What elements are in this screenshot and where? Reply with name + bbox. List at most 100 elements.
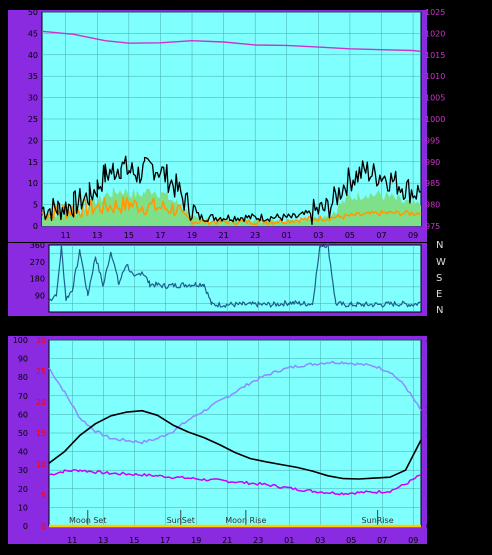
wind-average-fill xyxy=(42,186,421,226)
barometer-axis-title: Barometer (hpa) xyxy=(371,0,454,11)
humidity-tick-label: 30 xyxy=(18,466,28,475)
wind-time-tick-label: 03 xyxy=(313,231,323,240)
temp-dewpoint-axis-title: Temperature (°C) Dew Point (°C) xyxy=(312,321,475,332)
temperature-time-tick-label: 19 xyxy=(191,536,201,545)
windspeed-tick-label: 5 xyxy=(33,201,38,210)
compass-label-w: W xyxy=(436,257,446,268)
barometer-tick-label: 1000 xyxy=(425,115,445,124)
event-label: Moon Rise xyxy=(225,516,266,525)
humidity-tick-label: 50 xyxy=(18,429,28,438)
temperature-tick-label: 30 xyxy=(426,383,436,392)
temperature-time-tick-label: 21 xyxy=(222,536,232,545)
rainfall-tick-label: 5 xyxy=(41,491,46,500)
barometer-series-line xyxy=(41,30,422,53)
barometer-tick-label: 980 xyxy=(425,201,440,210)
event-label: SunRise xyxy=(362,516,394,525)
wind-time-tick-label: 09 xyxy=(408,231,418,240)
rainfall-tick-label: 0 xyxy=(41,522,46,531)
compass-label-e: E xyxy=(436,289,443,300)
barometer-tick-label: 990 xyxy=(425,158,440,167)
direction-plot-area xyxy=(48,244,422,313)
windspeed-tick-label: 10 xyxy=(28,179,38,188)
direction-tick-label: 90 xyxy=(35,291,45,300)
compass-label-s: S xyxy=(436,273,443,284)
windspeed-tick-label: 0 xyxy=(33,222,38,231)
rainfall-tick-label: 25 xyxy=(36,367,46,376)
temperature-time-tick-label: 13 xyxy=(98,536,108,545)
humidity-tick-label: 100 xyxy=(13,336,28,345)
rainfall-tick-label: 30 xyxy=(36,336,46,345)
barometer-tick-label: 1020 xyxy=(425,29,445,38)
temperature-time-tick-label: 07 xyxy=(377,536,387,545)
windspeed-tick-label: 50 xyxy=(28,8,38,17)
dewpoint-series-line xyxy=(48,469,422,496)
humidity-tick-label: 80 xyxy=(18,373,28,382)
wind-time-tick-label: 07 xyxy=(376,231,386,240)
temperature-time-tick-label: 01 xyxy=(284,536,294,545)
compass-label-n-top: N xyxy=(436,240,444,251)
humidity-tick-label: 10 xyxy=(18,503,28,512)
temperature-time-tick-label: 11 xyxy=(67,536,77,545)
temperature-tick-label: 20 xyxy=(426,429,436,438)
temperature-tick-label: 15 xyxy=(426,452,436,461)
wind-time-tick-label: 01 xyxy=(282,231,292,240)
windspeed-axis-title: Windspeed (kph) xyxy=(36,0,121,11)
wind-time-tick-label: 11 xyxy=(61,231,71,240)
temperature-time-tick-label: 03 xyxy=(315,536,325,545)
wind-time-tick-label: 15 xyxy=(124,231,134,240)
temperature-tick-label: 10 xyxy=(426,476,436,485)
temperature-time-tick-label: 15 xyxy=(129,536,139,545)
wind-time-tick-label: 13 xyxy=(92,231,102,240)
windspeed-tick-label: 35 xyxy=(28,72,38,81)
wind-time-tick-label: 05 xyxy=(345,231,355,240)
barometer-tick-label: 975 xyxy=(425,222,440,231)
humidity-tick-label: 20 xyxy=(18,485,28,494)
wind-time-tick-label: 19 xyxy=(187,231,197,240)
temperature-time-tick-label: 17 xyxy=(160,536,170,545)
humidity-series-line xyxy=(48,360,422,445)
temperature-tick-label: 5 xyxy=(426,499,431,508)
temperature-tick-label: 35 xyxy=(426,359,436,368)
humidity-tick-label: 70 xyxy=(18,392,28,401)
rainfall-tick-label: 15 xyxy=(36,429,46,438)
temperature-time-tick-label: 23 xyxy=(253,536,263,545)
barometer-tick-label: 1025 xyxy=(425,8,445,17)
humidity-tick-label: 90 xyxy=(18,355,28,364)
humidity-tick-label: 40 xyxy=(18,448,28,457)
temperature-time-tick-label: 09 xyxy=(408,536,418,545)
windspeed-series-line xyxy=(41,155,422,226)
windspeed-tick-label: 30 xyxy=(28,94,38,103)
temperature-series-line xyxy=(48,409,422,480)
barometer-tick-label: 1010 xyxy=(425,72,445,81)
graph-title: 24 hour graph day : 07 April 2018 xyxy=(172,0,342,11)
temperature-tick-label: 40 xyxy=(426,336,436,345)
direction-series-line xyxy=(48,242,422,308)
windspeed-tick-label: 40 xyxy=(28,51,38,60)
wind-time-tick-label: 23 xyxy=(250,231,260,240)
humidity-tick-label: 0 xyxy=(23,522,28,531)
event-label: SunSet xyxy=(167,516,195,525)
humidity-tick-label: 60 xyxy=(18,410,28,419)
windspeed-tick-label: 25 xyxy=(28,115,38,124)
rain-humidity-axis-title: Rainfall (mm) Humidity (%) xyxy=(0,321,137,332)
direction-tick-label: 360 xyxy=(30,241,45,250)
temperature-tick-label: 25 xyxy=(426,406,436,415)
rainfall-tick-label: 20 xyxy=(36,398,46,407)
windspeed-tick-label: 15 xyxy=(28,158,38,167)
barometer-tick-label: 1015 xyxy=(425,51,445,60)
rainfall-tick-label: 10 xyxy=(36,460,46,469)
wind-time-tick-label: 21 xyxy=(219,231,229,240)
barometer-tick-label: 995 xyxy=(425,136,440,145)
direction-tick-label: 180 xyxy=(30,275,45,284)
temperature-tick-label: 0 xyxy=(426,522,431,531)
temperature-time-tick-label: 05 xyxy=(346,536,356,545)
direction-tick-label: 270 xyxy=(30,258,45,267)
barometer-tick-label: 1005 xyxy=(425,94,445,103)
wind-time-tick-label: 17 xyxy=(155,231,165,240)
event-label: Moon Set xyxy=(69,516,106,525)
windspeed-tick-label: 20 xyxy=(28,136,38,145)
windspeed-tick-label: 45 xyxy=(28,29,38,38)
compass-label-n-bottom: N xyxy=(436,305,444,316)
barometer-tick-label: 985 xyxy=(425,179,440,188)
